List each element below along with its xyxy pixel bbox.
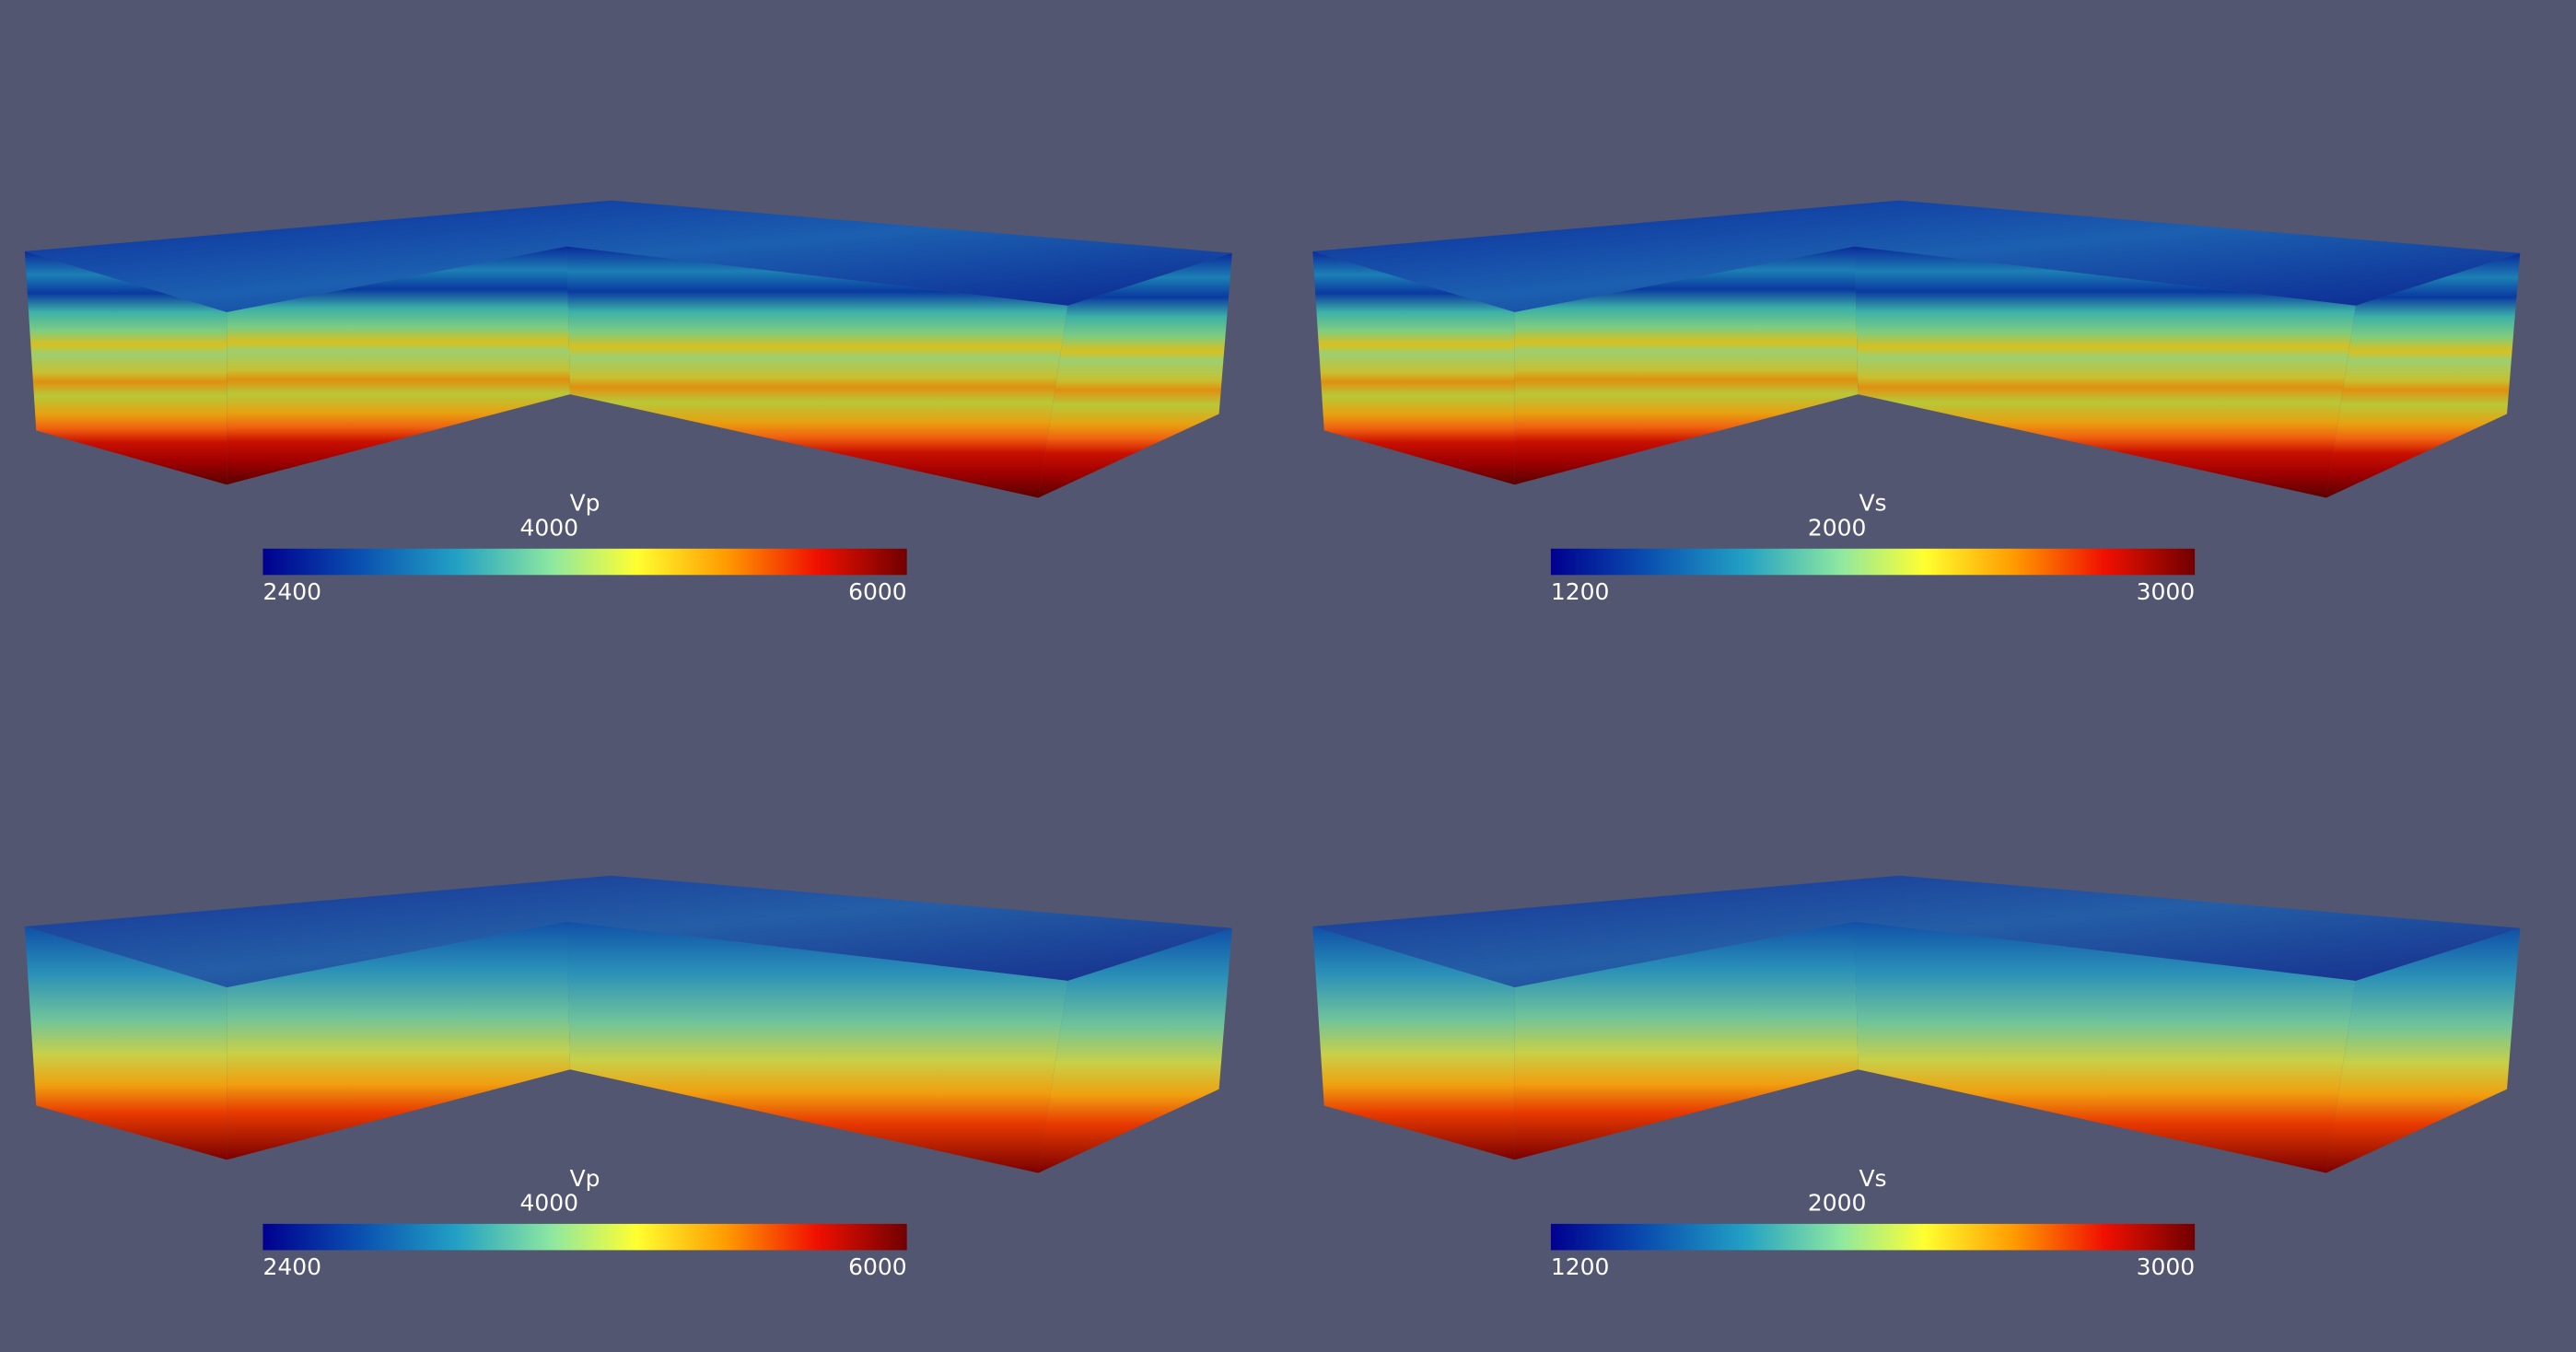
block-face — [24, 927, 227, 1160]
block-face — [566, 921, 1068, 1173]
colorbar-max-label: 6000 — [848, 578, 907, 605]
block-face — [227, 246, 571, 485]
block-face — [1038, 927, 1232, 1173]
block-face — [566, 246, 1068, 498]
colorbar-mid-label: 2000 — [1808, 514, 1867, 541]
colorbar-max-label: 3000 — [2137, 578, 2196, 605]
block-face — [1514, 921, 1859, 1160]
block-face — [2325, 252, 2521, 498]
block-top — [24, 875, 1232, 988]
colorbar-title: Vp — [570, 1165, 600, 1192]
colorbar-max-label: 6000 — [848, 1253, 907, 1280]
colorbar-min-label: 2400 — [262, 578, 321, 605]
colorbar-title: Vp — [570, 490, 600, 517]
block-top — [1312, 200, 2521, 312]
colorbar-gradient — [262, 1223, 907, 1251]
model-block — [1312, 200, 2521, 498]
block-top — [1312, 875, 2521, 988]
colorbar-min-label: 1200 — [1551, 578, 1610, 605]
block-face — [1854, 921, 2356, 1173]
colorbar-mid-label: 4000 — [519, 1190, 578, 1217]
colorbar-min-label: 1200 — [1551, 1253, 1610, 1280]
colorbar-title: Vs — [1859, 1165, 1886, 1192]
block-face — [227, 921, 571, 1160]
colorbar-gradient — [1550, 1223, 2196, 1251]
block-face — [1514, 246, 1859, 485]
model-block — [1312, 875, 2521, 1173]
block-face — [1312, 927, 1515, 1160]
colorbar-title: Vs — [1859, 490, 1886, 517]
colorbar-max-label: 3000 — [2137, 1253, 2196, 1280]
block-face — [2325, 927, 2521, 1173]
colorbar-gradient — [262, 548, 907, 576]
block-face — [1038, 252, 1232, 498]
model-block — [24, 875, 1232, 1173]
block-face — [24, 251, 227, 485]
colorbar-mid-label: 4000 — [519, 514, 578, 541]
block-face — [1312, 251, 1515, 485]
colorbar-mid-label: 2000 — [1808, 1190, 1867, 1217]
block-top — [24, 200, 1232, 312]
colorbar-min-label: 2400 — [262, 1253, 321, 1280]
model-block — [24, 200, 1232, 498]
colorbar-gradient — [1550, 548, 2196, 576]
block-face — [1854, 246, 2356, 498]
